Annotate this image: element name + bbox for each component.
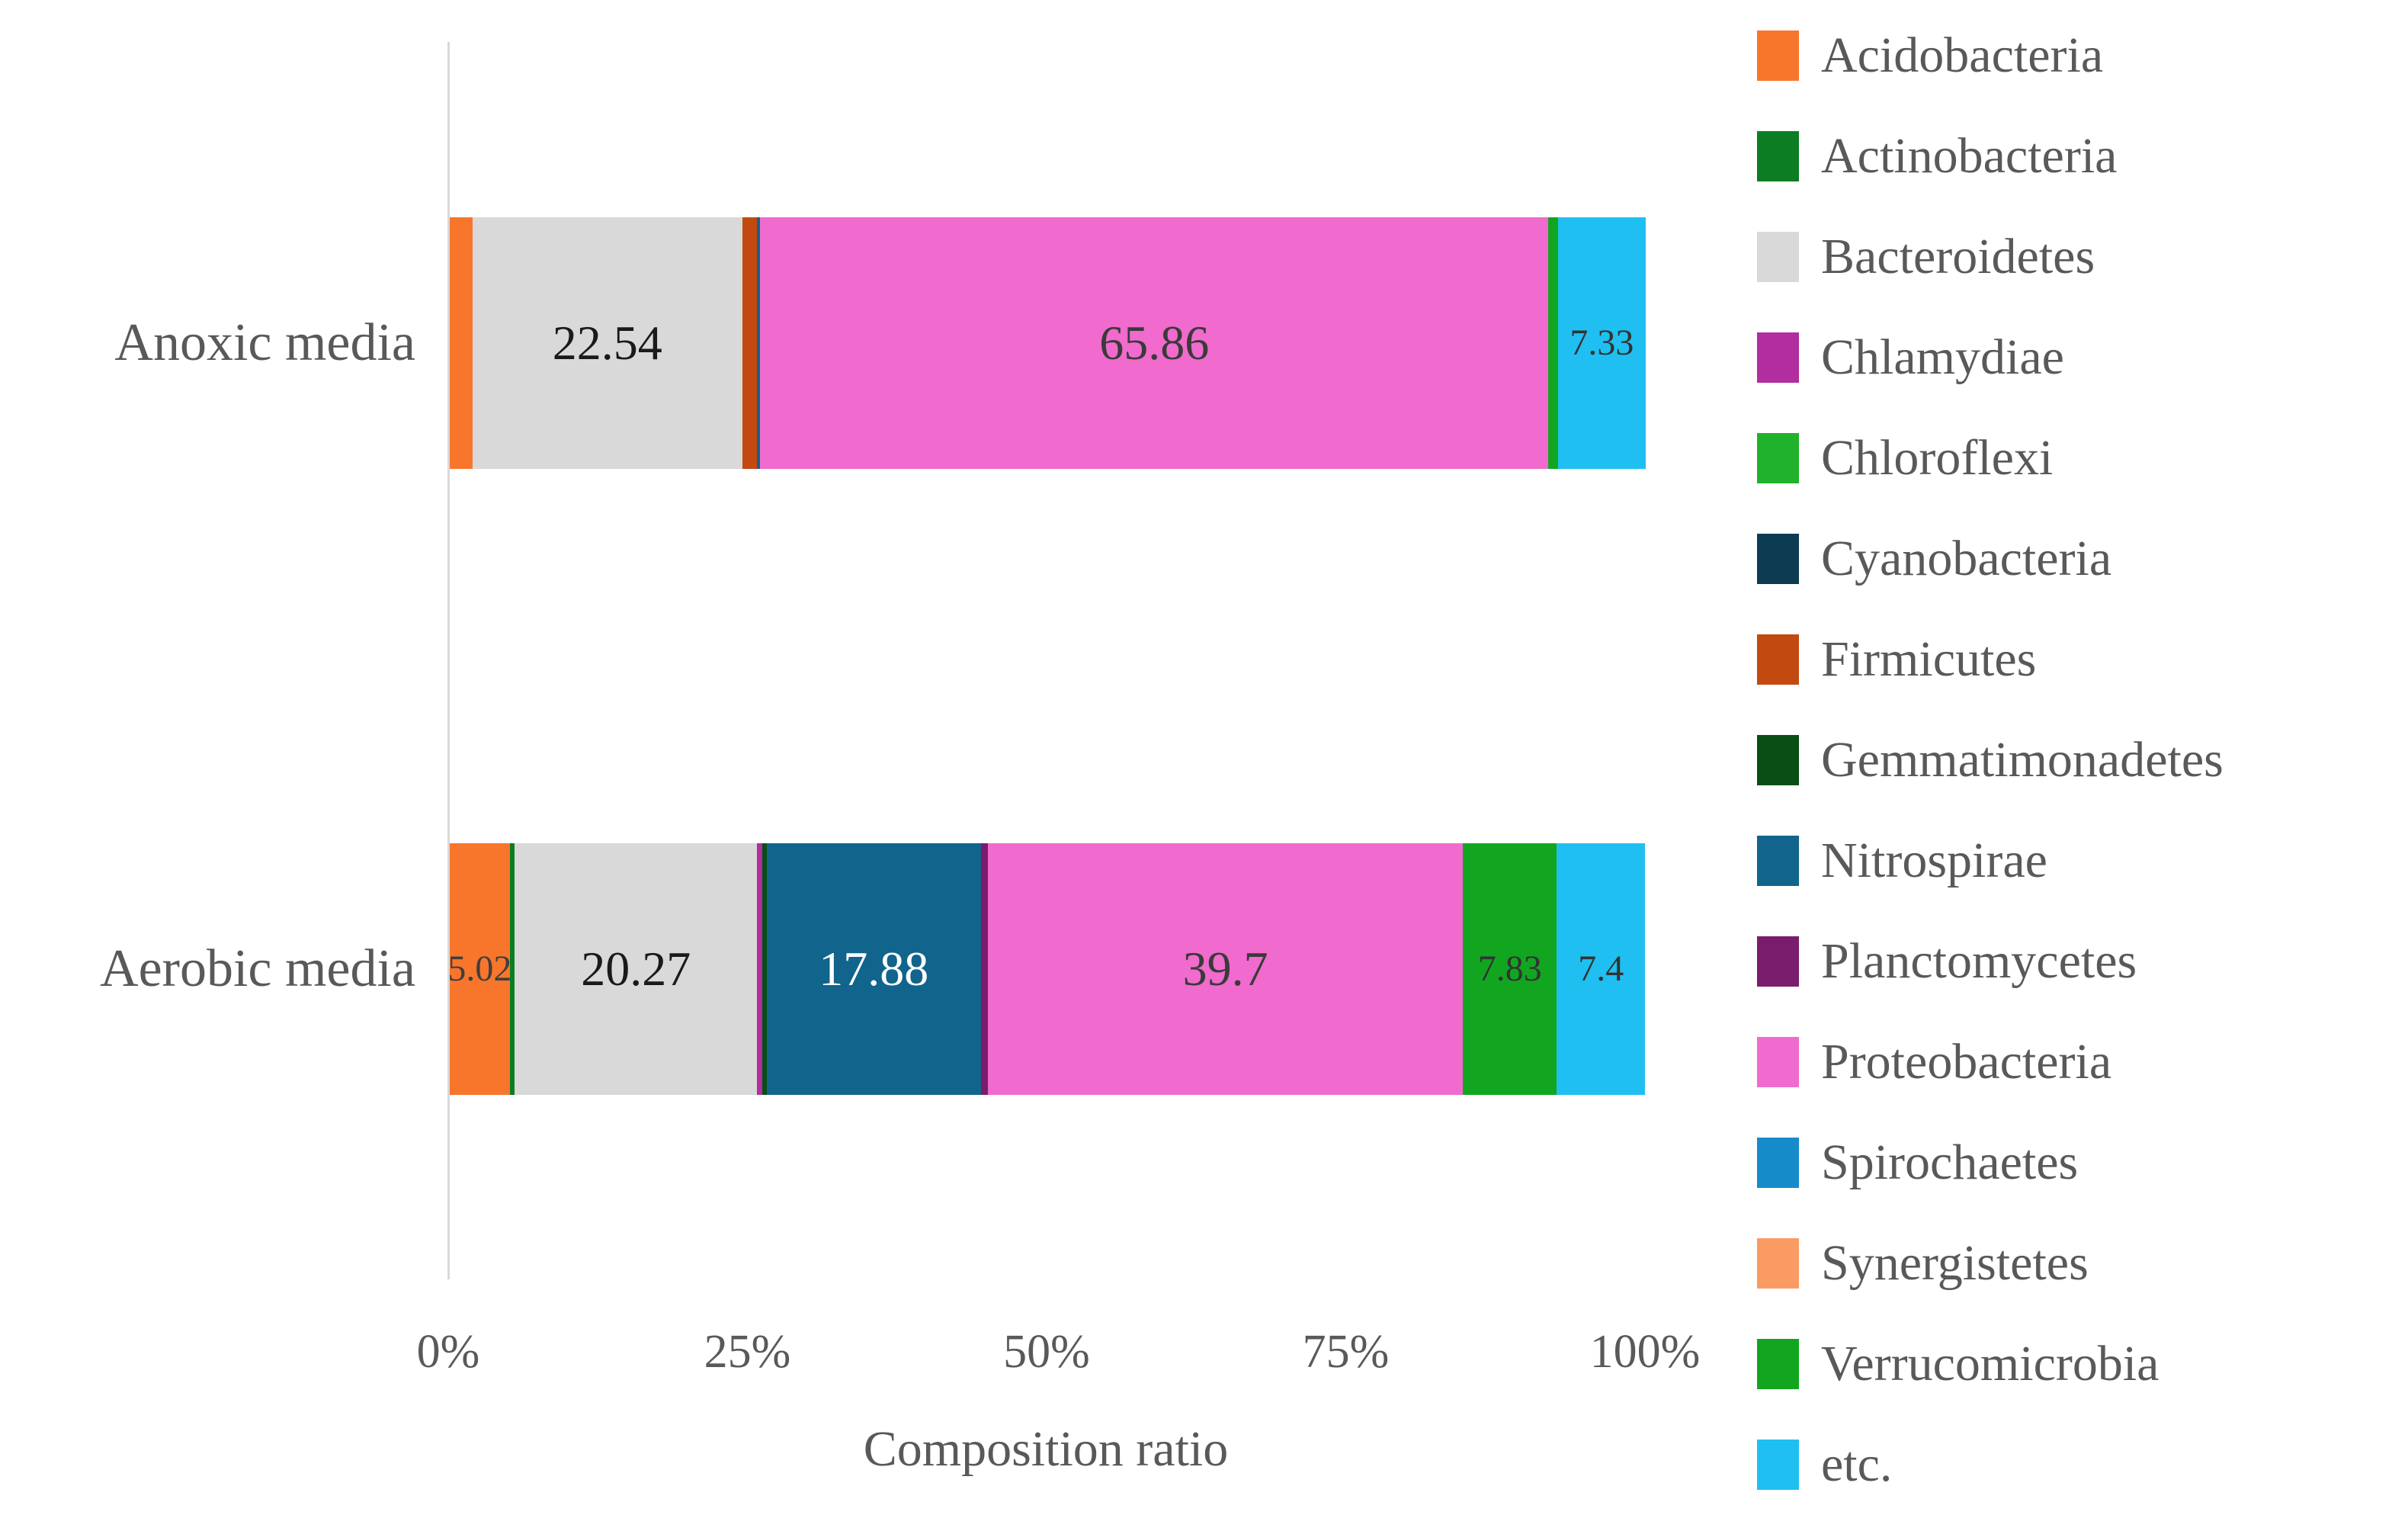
category-label-aerobic-media: Aerobic media xyxy=(100,939,415,998)
legend-item-verrucomicrobia: Verrucomicrobia xyxy=(1757,1314,2224,1414)
legend-label-gemmatimonadetes: Gemmatimonadetes xyxy=(1821,732,2224,788)
legend-item-bacteroidetes: Bacteroidetes xyxy=(1757,207,2224,307)
legend-swatch-actinobacteria xyxy=(1757,131,1799,181)
legend-item-synergistetes: Synergistetes xyxy=(1757,1213,2224,1314)
data-label-acidobacteria: 5.02 xyxy=(447,948,512,989)
legend-swatch-etc xyxy=(1757,1440,1799,1490)
bar-segment-etc: 7.4 xyxy=(1557,843,1646,1095)
legend-swatch-nitrospirae xyxy=(1757,836,1799,886)
legend-label-acidobacteria: Acidobacteria xyxy=(1821,27,2104,83)
x-tick-label-0: 0% xyxy=(416,1326,480,1378)
bar-aerobic-media: 5.02 20.27 17.88 39.7 7.83 7.4 xyxy=(447,843,1646,1095)
bar-segment-firmicutes xyxy=(742,217,757,469)
data-label-bacteroidetes: 20.27 xyxy=(581,942,691,996)
legend-label-planctomycetes: Planctomycetes xyxy=(1821,933,2137,989)
legend-swatch-verrucomicrobia xyxy=(1757,1339,1799,1389)
data-label-bacteroidetes: 22.54 xyxy=(552,316,662,370)
bar-segment-actinobacteria xyxy=(509,843,515,1095)
chart-legend: Acidobacteria Actinobacteria Bacteroidetes… xyxy=(1757,5,2224,1515)
bar-anoxic-media: 22.54 65.86 7.33 xyxy=(450,217,1646,469)
legend-swatch-cyanobacteria xyxy=(1757,534,1799,584)
x-tick-label-100: 100% xyxy=(1589,1326,1701,1378)
bar-segment-nitrospirae: 17.88 xyxy=(766,843,981,1095)
legend-swatch-acidobacteria xyxy=(1757,30,1799,81)
legend-swatch-chloroflexi xyxy=(1757,433,1799,483)
legend-item-etc: etc. xyxy=(1757,1414,2224,1515)
plot-area: 22.54 65.86 7.33 5.02 20.27 17.88 39.7 7.83 7.4 xyxy=(447,42,1646,1279)
legend-label-proteobacteria: Proteobacteria xyxy=(1821,1034,2112,1090)
legend-item-spirochaetes: Spirochaetes xyxy=(1757,1112,2224,1213)
bar-segment-bacteroidetes: 20.27 xyxy=(515,843,758,1095)
data-label-etc: 7.33 xyxy=(1570,323,1634,363)
legend-label-chlamydiae: Chlamydiae xyxy=(1821,329,2064,385)
legend-swatch-planctomycetes xyxy=(1757,936,1799,987)
x-tick-label-25: 25% xyxy=(704,1326,791,1378)
bar-segment-chlamydiae xyxy=(757,843,762,1095)
legend-swatch-proteobacteria xyxy=(1757,1037,1799,1087)
legend-item-nitrospirae: Nitrospirae xyxy=(1757,810,2224,911)
legend-label-actinobacteria: Actinobacteria xyxy=(1821,128,2118,184)
legend-item-proteobacteria: Proteobacteria xyxy=(1757,1012,2224,1112)
bar-segment-bacteroidetes: 22.54 xyxy=(472,217,742,469)
bar-segment-acidobacteria xyxy=(450,217,473,469)
data-label-verrucomicrobia: 7.83 xyxy=(1477,948,1542,989)
legend-label-firmicutes: Firmicutes xyxy=(1821,631,2037,687)
x-tick-label-75: 75% xyxy=(1302,1326,1390,1378)
legend-item-gemmatimonadetes: Gemmatimonadetes xyxy=(1757,710,2224,810)
legend-swatch-firmicutes xyxy=(1757,634,1799,685)
legend-item-chlamydiae: Chlamydiae xyxy=(1757,307,2224,408)
legend-swatch-spirochaetes xyxy=(1757,1138,1799,1188)
legend-label-cyanobacteria: Cyanobacteria xyxy=(1821,531,2112,586)
data-label-proteobacteria: 39.7 xyxy=(1182,942,1268,996)
data-label-nitrospirae: 17.88 xyxy=(819,942,929,996)
bar-segment-verrucomicrobia xyxy=(1548,217,1558,469)
legend-item-chloroflexi: Chloroflexi xyxy=(1757,408,2224,509)
category-label-anoxic-media: Anoxic media xyxy=(114,313,415,372)
bar-segment-planctomycetes xyxy=(980,843,988,1095)
x-tick-label-50: 50% xyxy=(1003,1326,1090,1378)
legend-label-bacteroidetes: Bacteroidetes xyxy=(1821,229,2095,284)
legend-label-spirochaetes: Spirochaetes xyxy=(1821,1135,2079,1190)
legend-swatch-synergistetes xyxy=(1757,1238,1799,1289)
legend-item-cyanobacteria: Cyanobacteria xyxy=(1757,509,2224,609)
legend-item-acidobacteria: Acidobacteria xyxy=(1757,5,2224,106)
bar-segment-etc: 7.33 xyxy=(1557,217,1646,469)
data-label-etc: 7.4 xyxy=(1578,948,1624,989)
legend-label-verrucomicrobia: Verrucomicrobia xyxy=(1821,1336,2160,1391)
bar-segment-nitrospirae xyxy=(756,217,761,469)
data-label-proteobacteria: 65.86 xyxy=(1099,316,1210,370)
bar-segment-acidobacteria: 5.02 xyxy=(447,843,512,1095)
bar-segment-verrucomicrobia: 7.83 xyxy=(1463,843,1557,1095)
legend-item-actinobacteria: Actinobacteria xyxy=(1757,106,2224,207)
x-axis-title: Composition ratio xyxy=(863,1421,1229,1477)
bar-segment-proteobacteria: 65.86 xyxy=(760,217,1549,469)
legend-label-chloroflexi: Chloroflexi xyxy=(1821,430,2054,486)
legend-swatch-chlamydiae xyxy=(1757,332,1799,383)
legend-item-planctomycetes: Planctomycetes xyxy=(1757,911,2224,1012)
bar-segment-gemmatimonadetes xyxy=(762,843,767,1095)
legend-swatch-gemmatimonadetes xyxy=(1757,735,1799,785)
legend-label-etc: etc. xyxy=(1821,1436,1893,1492)
legend-item-firmicutes: Firmicutes xyxy=(1757,609,2224,710)
legend-label-synergistetes: Synergistetes xyxy=(1821,1235,2089,1291)
legend-label-nitrospirae: Nitrospirae xyxy=(1821,833,2047,888)
legend-swatch-bacteroidetes xyxy=(1757,232,1799,282)
bar-segment-proteobacteria: 39.7 xyxy=(987,843,1464,1095)
